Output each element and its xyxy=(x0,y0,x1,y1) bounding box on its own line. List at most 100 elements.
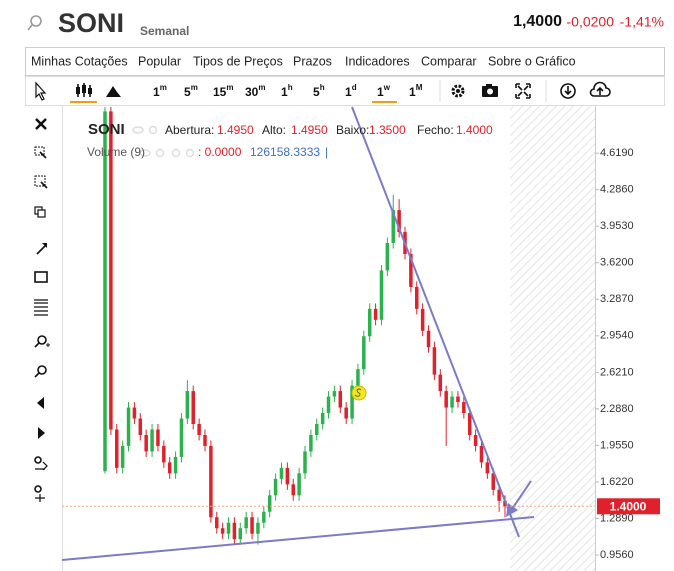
interval-unit: m xyxy=(258,83,265,92)
candle-body xyxy=(250,517,254,534)
interval-number: 5 xyxy=(313,85,320,99)
close-value: 1.4000 xyxy=(456,123,493,137)
last-price-label: 1.4000 xyxy=(610,499,647,513)
menu-item[interactable]: Popular xyxy=(138,54,181,68)
volume-average: 126158.3333 xyxy=(250,145,320,159)
upload[interactable] xyxy=(589,81,611,97)
candle-body xyxy=(185,391,190,419)
interval-unit: m xyxy=(191,83,198,92)
candle-body xyxy=(473,434,478,446)
download[interactable] xyxy=(560,83,576,99)
interval-button[interactable]: 1d xyxy=(345,83,357,99)
price: 1,4000 xyxy=(513,13,562,30)
candle-body xyxy=(167,462,172,474)
measure-tool[interactable] xyxy=(34,485,45,502)
interval-button[interactable]: 30m xyxy=(245,83,265,99)
cursor-tool[interactable] xyxy=(35,81,47,101)
open-label: Abertura: xyxy=(165,123,214,137)
candle-body xyxy=(350,385,354,419)
candle-body xyxy=(397,210,401,233)
y-tick-label: 2.6210 xyxy=(600,366,634,378)
camera[interactable] xyxy=(482,84,498,97)
interval-button[interactable]: 1h xyxy=(281,83,293,99)
menu-item[interactable]: Comparar xyxy=(421,54,477,68)
candle-body xyxy=(497,489,501,501)
candle-body xyxy=(244,517,248,529)
candle-body xyxy=(238,528,243,540)
candle-body xyxy=(179,418,184,457)
candle-body xyxy=(420,308,425,331)
trend-lines xyxy=(61,106,535,561)
candle-body xyxy=(285,467,290,485)
candle-body xyxy=(309,434,313,452)
candle-body xyxy=(426,330,431,348)
copy-tool[interactable] xyxy=(34,206,46,218)
menu-item[interactable]: Minhas Cotações xyxy=(31,54,128,68)
interval-unit: m xyxy=(226,83,233,92)
menu-item[interactable]: Prazos xyxy=(293,54,332,68)
zoom-out-tool[interactable] xyxy=(34,365,47,378)
candle-body xyxy=(367,308,372,337)
candle-body xyxy=(191,391,195,425)
interval-number: 1 xyxy=(409,85,416,99)
candle-body xyxy=(303,451,307,474)
candle-body xyxy=(220,528,225,534)
crosshair-tool[interactable] xyxy=(34,456,48,471)
interval-button[interactable]: 5m xyxy=(184,83,198,99)
candle-body xyxy=(391,210,395,244)
area-type[interactable] xyxy=(106,86,121,97)
zoom-in-tool[interactable] xyxy=(34,335,50,348)
scroll-right[interactable] xyxy=(38,427,45,439)
fullscreen[interactable] xyxy=(515,83,531,99)
candle-body xyxy=(326,396,331,414)
rectangle-tool[interactable] xyxy=(34,271,48,283)
candle-body xyxy=(162,445,166,463)
candle-body xyxy=(344,407,348,419)
interval-button[interactable]: 15m xyxy=(213,83,233,99)
interval-button[interactable]: 5h xyxy=(313,83,325,99)
close-tool[interactable] xyxy=(35,118,47,130)
candle-body xyxy=(462,402,466,414)
interval-number: 30 xyxy=(245,85,259,99)
interval-unit: w xyxy=(383,83,391,92)
y-tick-label: 0.9560 xyxy=(600,549,634,561)
y-tick-label: 3.6200 xyxy=(600,257,634,269)
candle-body xyxy=(315,424,319,435)
candle-body xyxy=(297,473,301,496)
interval-unit: h xyxy=(288,83,293,92)
settings[interactable] xyxy=(451,84,465,98)
fib-tool[interactable] xyxy=(34,299,48,316)
interval-button[interactable]: 1m xyxy=(153,83,167,99)
change: -0,0200 xyxy=(567,14,615,30)
y-tick-label: 2.9540 xyxy=(600,330,634,342)
line-tool[interactable] xyxy=(36,243,47,255)
trend-line[interactable] xyxy=(351,106,520,538)
interval-button[interactable]: 1w xyxy=(377,83,391,99)
y-tick-label: 4.6190 xyxy=(600,147,634,159)
candle-body xyxy=(479,445,484,463)
select-tool[interactable] xyxy=(34,146,47,159)
candle-body xyxy=(291,484,295,496)
selected-interval xyxy=(372,101,397,103)
arrow-line[interactable] xyxy=(509,480,532,513)
menu-item[interactable]: Indicadores xyxy=(345,54,410,68)
candle-body xyxy=(115,429,119,468)
menu-item[interactable]: Tipos de Preços xyxy=(193,54,283,68)
candles xyxy=(103,107,507,545)
candle-body xyxy=(209,445,213,518)
interval-unit: d xyxy=(352,83,357,92)
signal-marker[interactable] xyxy=(351,385,367,401)
high-value: 1.4950 xyxy=(291,123,328,137)
scroll-left[interactable] xyxy=(37,397,44,409)
multi-select-tool[interactable] xyxy=(34,175,48,189)
trend-line[interactable] xyxy=(61,516,535,561)
candle-type[interactable] xyxy=(70,83,97,103)
arrow-head xyxy=(506,503,518,517)
interval-button[interactable]: 1M xyxy=(409,83,423,99)
menu-item[interactable]: Sobre o Gráfico xyxy=(488,54,576,68)
candle-body xyxy=(373,308,378,320)
search-icon[interactable] xyxy=(27,15,42,31)
period: Semanal xyxy=(140,24,189,38)
high-label: Alto: xyxy=(262,123,286,137)
